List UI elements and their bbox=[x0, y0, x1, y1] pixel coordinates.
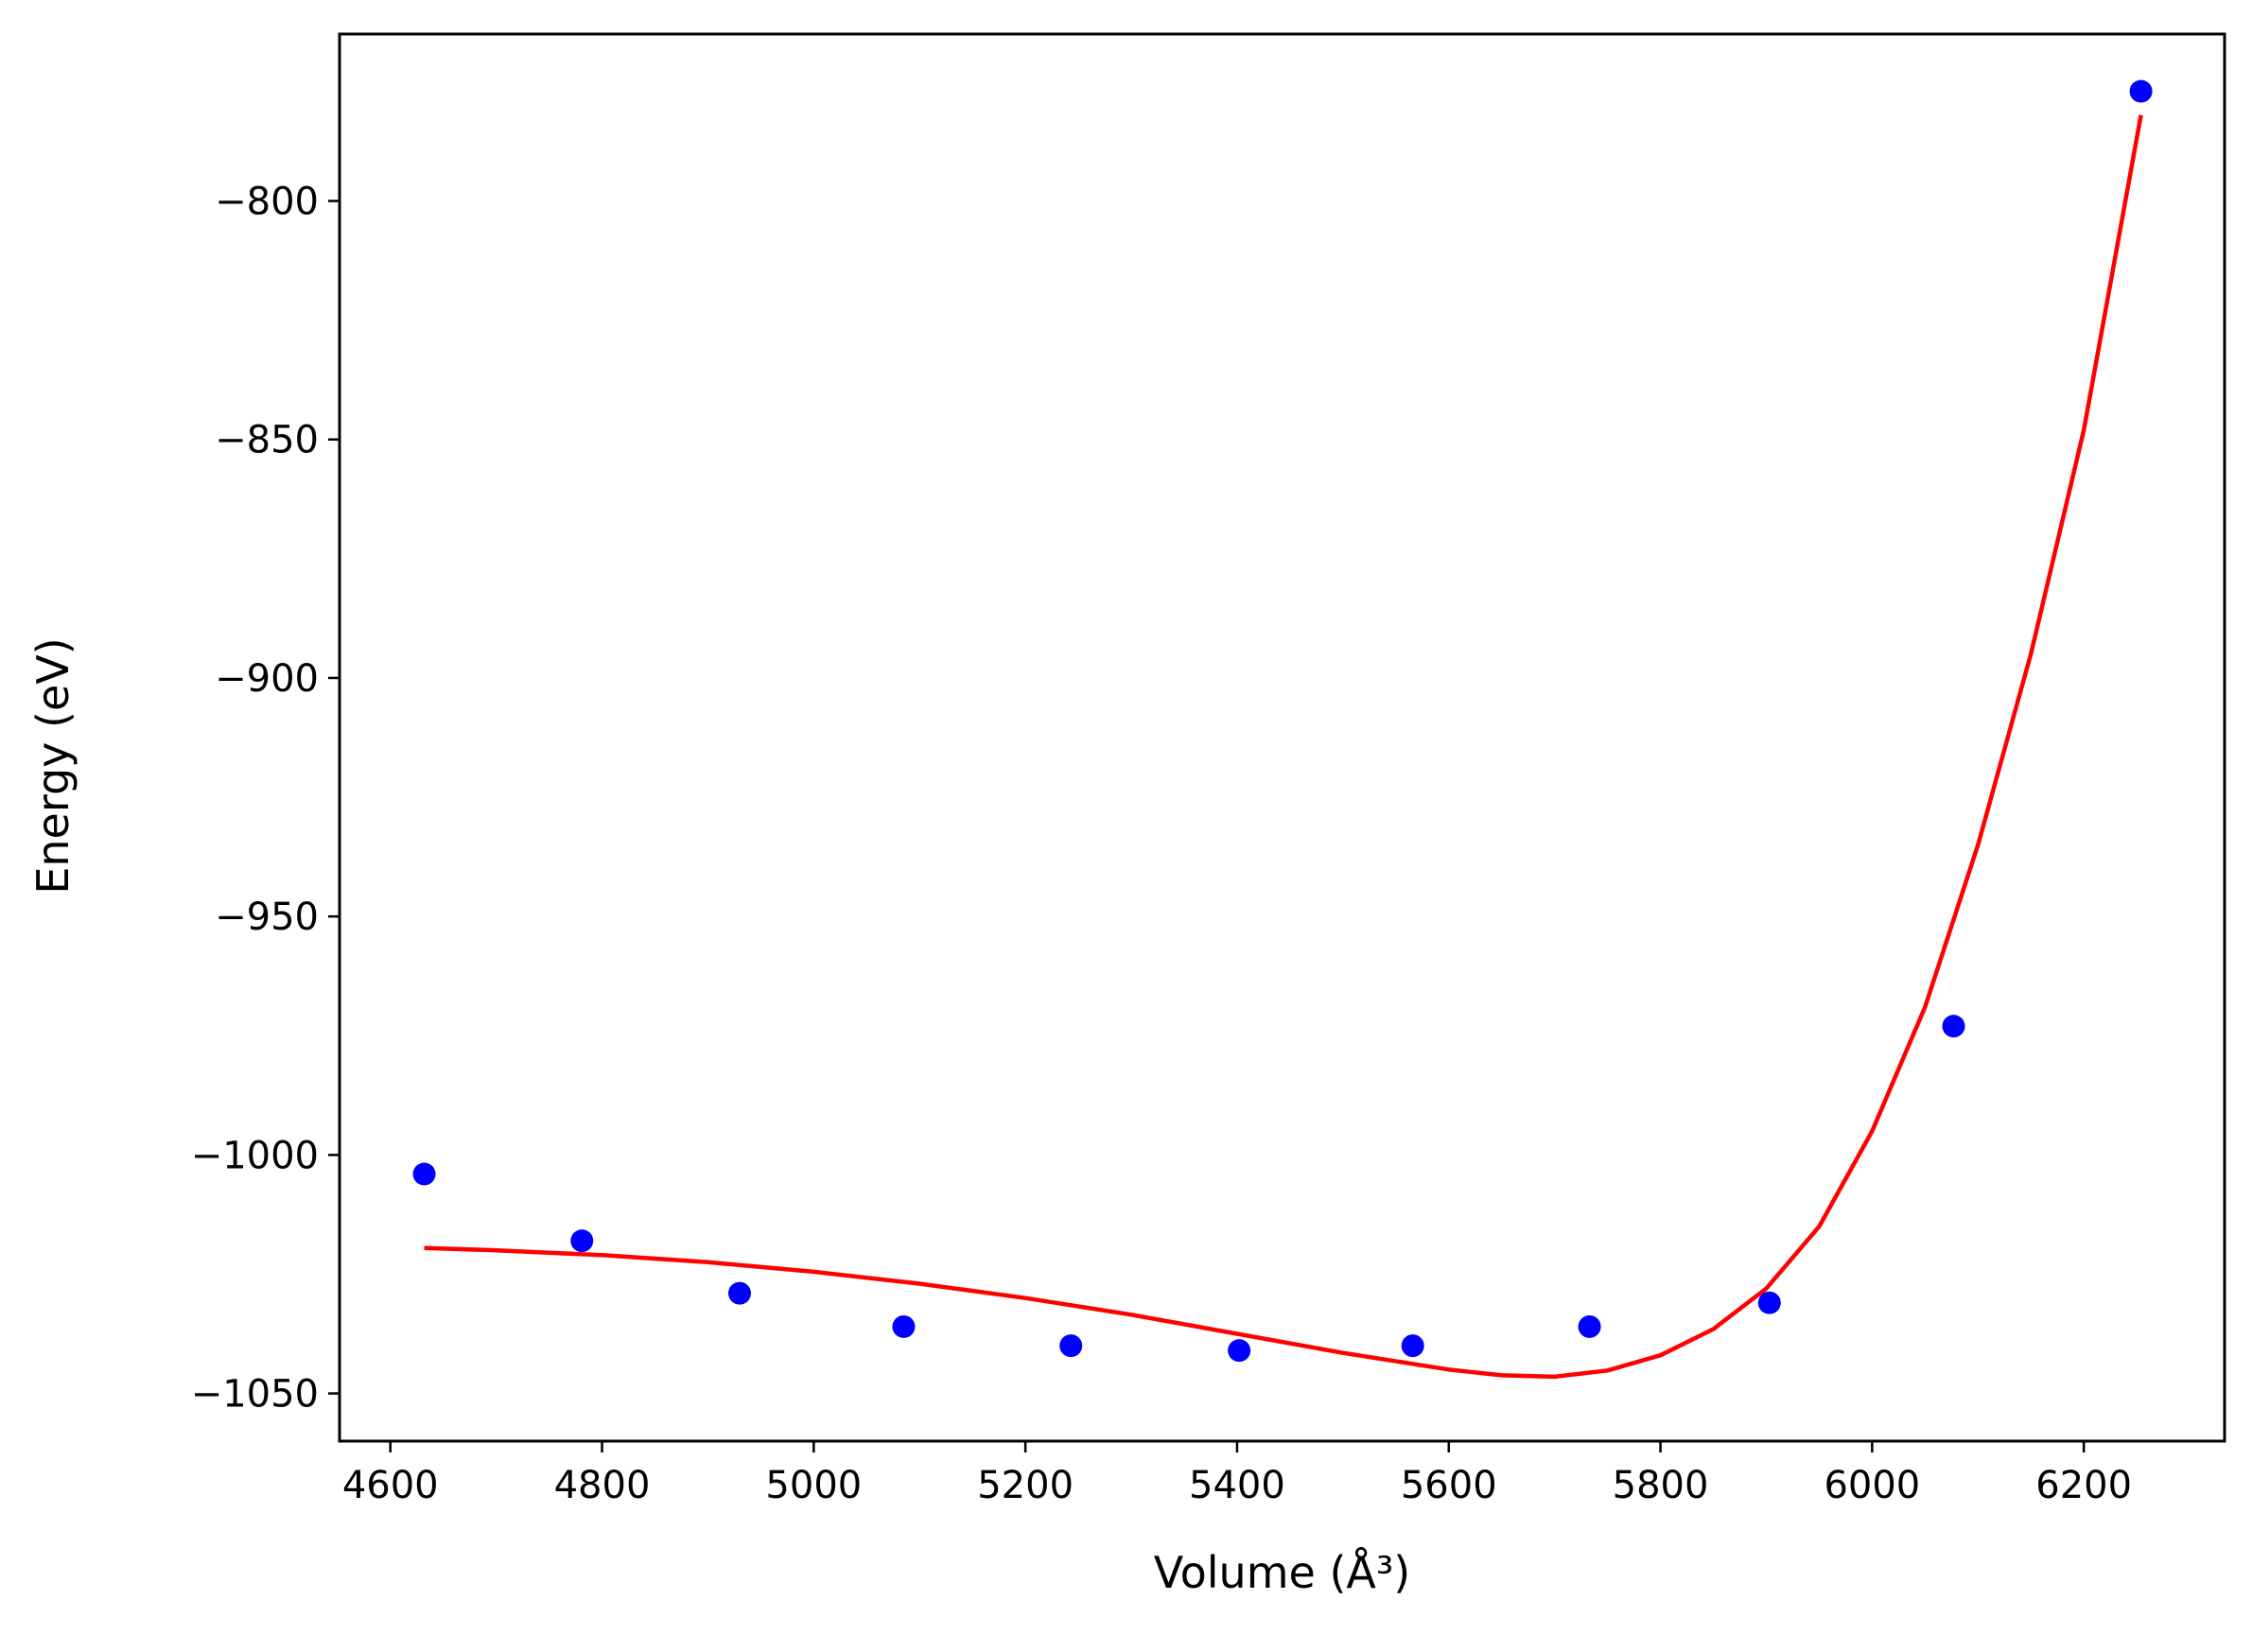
x-tick-label: 5400 bbox=[1189, 1464, 1285, 1507]
data-point bbox=[412, 1162, 436, 1186]
y-tick-label: −800 bbox=[215, 181, 319, 224]
x-tick-label: 6000 bbox=[1824, 1464, 1920, 1507]
y-tick-label: −850 bbox=[215, 419, 319, 462]
data-point bbox=[2129, 79, 2153, 103]
x-axis-label: Volume (Å³) bbox=[1154, 1547, 1411, 1598]
x-tick-label: 5200 bbox=[977, 1464, 1074, 1507]
data-point bbox=[892, 1314, 916, 1338]
y-tick-label: −1050 bbox=[191, 1373, 319, 1417]
x-tick-label: 6200 bbox=[2035, 1464, 2132, 1507]
data-point bbox=[1059, 1334, 1083, 1358]
chart-marks bbox=[412, 79, 2153, 1380]
x-tick-label: 5800 bbox=[1613, 1464, 1709, 1507]
x-tick-label: 5600 bbox=[1401, 1464, 1497, 1507]
data-point bbox=[1578, 1314, 1601, 1338]
plot-area-frame bbox=[338, 32, 2226, 1443]
y-tick-label: −900 bbox=[215, 657, 319, 701]
data-point bbox=[1228, 1339, 1251, 1363]
x-tick-label: 4600 bbox=[342, 1464, 439, 1507]
y-axis-label: Energy (eV) bbox=[27, 637, 79, 894]
x-tick-label: 4800 bbox=[554, 1464, 651, 1507]
y-tick-label: −1000 bbox=[191, 1134, 319, 1177]
x-tick-label: 5000 bbox=[765, 1464, 862, 1507]
chart-axes: 4600 4800 5000 5200 5400 5600 5800 6000 6200 −800… bbox=[191, 181, 2132, 1507]
data-point bbox=[1401, 1334, 1424, 1358]
y-tick-label: −950 bbox=[215, 896, 319, 939]
fit-curve-line bbox=[424, 114, 2143, 1380]
data-point bbox=[1942, 1015, 1965, 1038]
data-point bbox=[727, 1281, 751, 1305]
data-point bbox=[570, 1229, 594, 1253]
data-point bbox=[1757, 1291, 1781, 1314]
